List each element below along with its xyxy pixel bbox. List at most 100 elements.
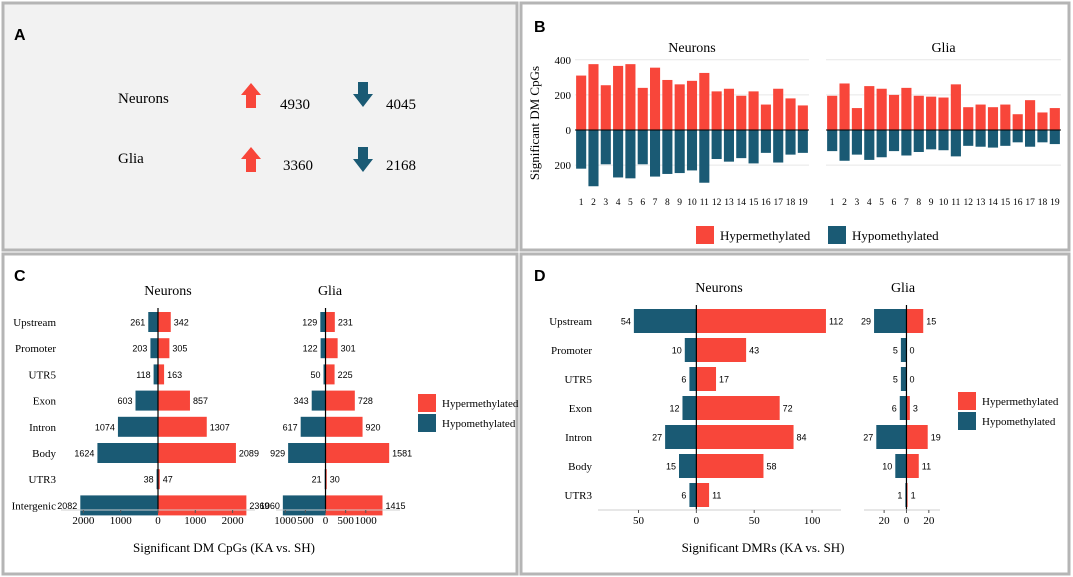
b-glia-hyper-bar	[876, 88, 887, 131]
legend-hypo-label: Hypomethylated	[852, 228, 939, 243]
b-neurons-facet-title: Neurons	[668, 41, 715, 56]
d-glia-hypo-label: 29	[861, 317, 871, 327]
b-neurons-hypo-bar	[637, 130, 648, 165]
b-neurons-hypo-bar	[699, 130, 710, 183]
b-glia-tick-label: 19	[1050, 198, 1060, 208]
summary-neurons-label: Neurons	[118, 91, 169, 107]
b-neurons-hyper-bar	[748, 91, 759, 131]
c-glia-hyper-bar	[325, 338, 338, 359]
b-glia-hyper-bar	[963, 107, 974, 131]
c-neurons-hyper-bar	[158, 338, 170, 359]
c-neurons-hyper-label: 1307	[210, 422, 230, 432]
b-glia-hyper-bar	[1037, 112, 1048, 131]
d-neurons-hyper-label: 84	[797, 433, 807, 443]
c-glia-hyper-label: 301	[341, 344, 356, 354]
d-neurons-hypo-label: 6	[681, 491, 686, 501]
b-neurons-hypo-bar	[773, 130, 784, 163]
d-glia-hypo-label: 1	[897, 491, 902, 501]
c-neurons-hyper-bar	[158, 416, 207, 437]
b-glia-facet-title: Glia	[931, 41, 956, 56]
d-category-label: Body	[568, 461, 592, 473]
b-neurons-hypo-bar	[625, 130, 636, 179]
c-neurons-hypo-label: 118	[136, 370, 150, 380]
c-category-label: Exon	[33, 396, 57, 408]
c-neurons-hypo-bar	[153, 364, 158, 385]
c-glia-x-tick-label: 500	[337, 515, 354, 527]
b-glia-hyper-bar	[851, 108, 862, 131]
d-neurons-hyper-bar	[696, 483, 710, 507]
d-glia-hypo-bar	[895, 454, 907, 478]
c-neurons-hyper-label: 2089	[239, 449, 259, 459]
b-glia-tick-label: 18	[1038, 198, 1048, 208]
panel-d-frame	[519, 252, 1071, 576]
b-glia-tick-label: 4	[867, 198, 872, 208]
d-x-axis-title: Significant DMRs (KA vs. SH)	[682, 540, 845, 555]
b-neurons-hypo-bar	[785, 130, 796, 155]
c-neurons-hypo-label: 38	[144, 475, 154, 485]
b-glia-hypo-bar	[950, 130, 961, 157]
b-glia-tick-label: 8	[916, 198, 921, 208]
b-neurons-hyper-bar	[711, 91, 722, 131]
b-neurons-hypo-bar	[797, 130, 808, 153]
c-glia-hypo-label: 122	[303, 344, 318, 354]
d-glia-hypo-label: 10	[882, 462, 892, 472]
panel-c-label: C	[14, 268, 26, 285]
d-neurons-hypo-label: 12	[669, 404, 679, 414]
b-glia-tick-label: 7	[904, 198, 909, 208]
c-glia-hyper-bar	[325, 495, 383, 516]
c-glia-hypo-bar	[282, 495, 326, 516]
b-glia-tick-label: 5	[879, 198, 884, 208]
b-glia-tick-label: 17	[1025, 198, 1035, 208]
d-neurons-hypo-bar	[684, 338, 697, 362]
b-glia-tick-label: 2	[842, 198, 847, 208]
b-glia-hyper-bar	[1012, 114, 1023, 131]
up-arrow-icon	[241, 147, 261, 172]
c-glia-hypo-label: 21	[312, 475, 322, 485]
d-neurons-hyper-label: 58	[766, 462, 776, 472]
c-glia-x-tick-label: 1000	[274, 515, 297, 527]
b-neurons-hyper-bar	[686, 80, 698, 131]
d-glia-hypo-bar	[876, 425, 907, 449]
d-neurons-hyper-label: 17	[719, 375, 729, 385]
b-glia-hyper-bar	[926, 96, 937, 131]
d-category-label: Upstream	[549, 316, 592, 328]
b-glia-hyper-bar	[1000, 104, 1011, 131]
d-neurons-hypo-label: 27	[652, 433, 662, 443]
b-neurons-tick-label: 1	[579, 198, 584, 208]
panel-a-label: A	[14, 27, 26, 44]
d-neurons-x-tick-label: 50	[749, 515, 761, 527]
c-category-label: UTR3	[29, 474, 57, 486]
b-glia-tick-label: 11	[951, 198, 960, 208]
c-glia-hypo-label: 617	[283, 422, 298, 432]
b-glia-hyper-bar	[987, 107, 999, 131]
b-glia-hypo-bar	[926, 130, 937, 150]
panel-a-frame	[1, 1, 519, 252]
b-neurons-tick-label: 12	[712, 198, 722, 208]
b-neurons-hypo-bar	[760, 130, 771, 153]
b-neurons-hyper-bar	[576, 75, 587, 131]
c-legend-hyper-label: Hypermethylated	[442, 398, 519, 410]
b-neurons-hypo-bar	[650, 130, 661, 177]
c-category-label: Intron	[29, 422, 56, 434]
d-glia-hyper-label: 0	[909, 346, 914, 356]
d-glia-hyper-label: 3	[913, 404, 918, 414]
c-glia-hyper-bar	[325, 469, 327, 490]
c-neurons-hyper-label: 857	[193, 396, 208, 406]
d-neurons-hyper-label: 11	[712, 491, 721, 501]
c-glia-hyper-bar	[325, 364, 335, 385]
c-neurons-hyper-label: 305	[172, 344, 187, 354]
summary-glia-hypo: 2168	[386, 158, 416, 174]
b-glia-hypo-bar	[975, 130, 986, 147]
b-glia-hypo-bar	[1037, 130, 1048, 143]
c-glia-hypo-bar	[311, 390, 326, 411]
d-category-label: UTR3	[565, 490, 593, 502]
c-neurons-hypo-bar	[80, 495, 158, 516]
b-neurons-hyper-bar	[760, 104, 771, 131]
b-neurons-tick-label: 10	[687, 198, 697, 208]
d-legend-hypo-swatch	[958, 412, 976, 430]
c-legend-hypo-label: Hypomethylated	[442, 418, 516, 430]
d-neurons-x-tick-label: 0	[694, 515, 700, 527]
c-glia-hypo-bar	[288, 443, 326, 463]
c-glia-facet-title: Glia	[318, 284, 343, 299]
